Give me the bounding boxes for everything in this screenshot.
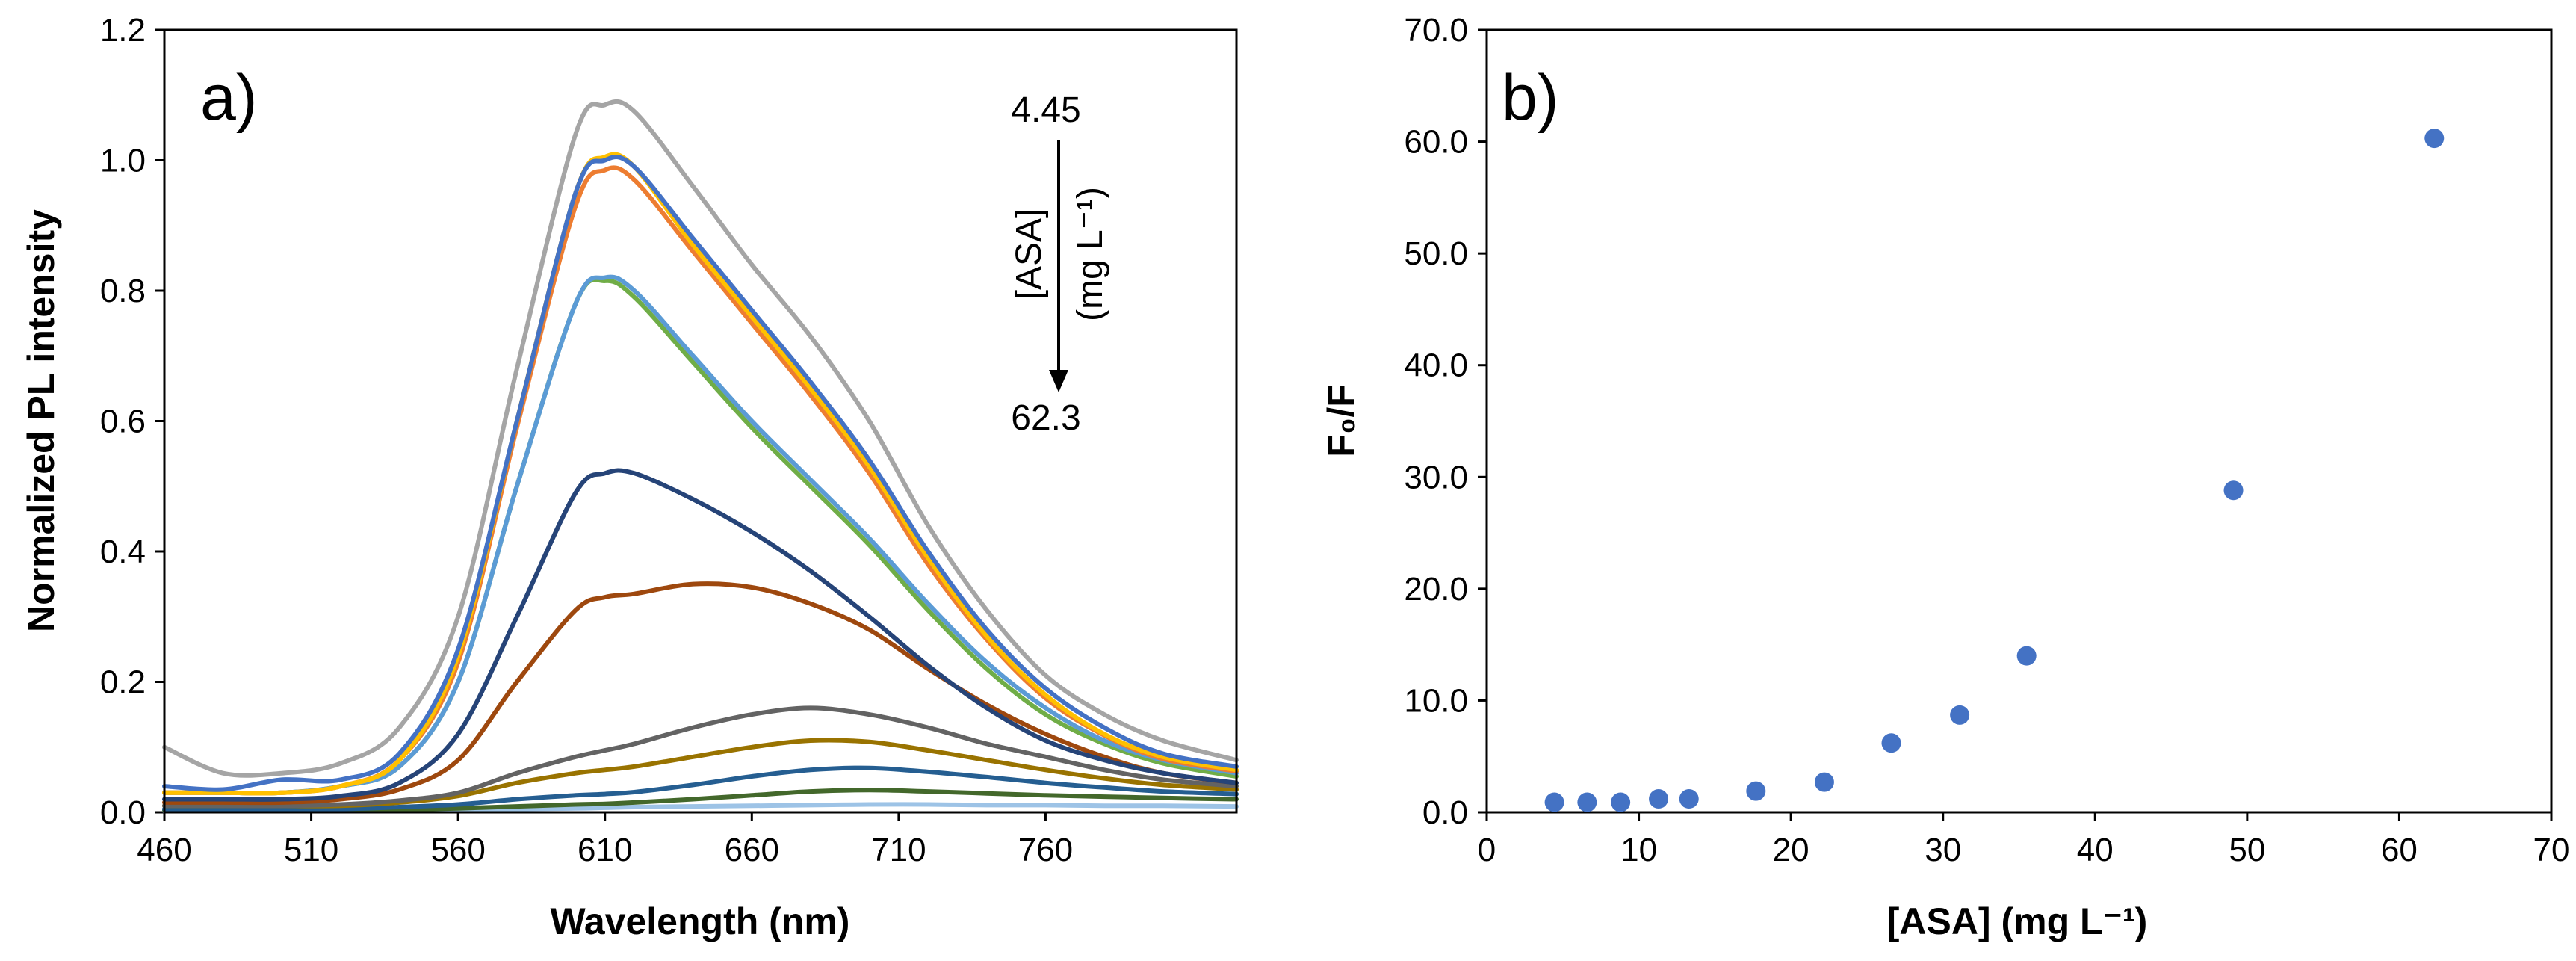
panel-b-tick-marks: [1478, 28, 2553, 821]
panel-b-y-tick-label: 50.0: [1404, 235, 1468, 272]
panel-b-y-tick-label: 30.0: [1404, 459, 1468, 495]
panel-b-x-tick-label: 20: [1773, 832, 1809, 868]
data-point: [1611, 792, 1631, 812]
panel-a-y-tick-label: 1.0: [100, 143, 146, 179]
data-point: [1950, 705, 1970, 725]
panel-b-x-axis-label: [ASA] (mg L⁻¹): [1887, 900, 2148, 942]
panel-b-y-tick-label: 0.0: [1422, 794, 1468, 831]
panel-a-x-tick-label: 510: [284, 832, 338, 868]
panel-b-x-tick-label: 10: [1620, 832, 1657, 868]
panel-a-y-tick-label: 0.4: [100, 534, 146, 570]
data-point: [1746, 781, 1766, 801]
panel-b-y-tick-label: 70.0: [1404, 12, 1468, 49]
panel-a-plot-frame: [163, 28, 1238, 814]
panel-b-x-tick-label: 40: [2077, 832, 2114, 868]
panel-a-y-tick-label: 0.8: [100, 273, 146, 309]
panel-a-y-tick-label: 1.2: [100, 12, 146, 49]
panel-a-x-tick-label: 460: [137, 832, 191, 868]
panel-b-y-tick-label: 10.0: [1404, 682, 1468, 719]
panel-a-x-axis-label: Wavelength (nm): [551, 900, 850, 942]
spectrum-line-light-blue: [162, 274, 1239, 796]
panel-b-stern-volmer-chart: 0.0 10.0 20.0 30.0 40.0 50.0 60.0 70.0 0 10 20 30 4…: [1320, 12, 2569, 942]
spectrum-line-dark-blue: [162, 765, 1239, 812]
spectrum-line-navy: [162, 468, 1239, 802]
panel-b-y-tick-label: 40.0: [1404, 347, 1468, 384]
panel-a-series-lines: [162, 99, 1239, 814]
panel-a-y-tick-labels: 0.0 0.2 0.4 0.6 0.8 1.0 1.2: [100, 12, 146, 831]
panel-b-y-tick-label: 60.0: [1404, 124, 1468, 161]
panel-a-x-tick-labels: 460 510 560 610 660 710 760: [137, 832, 1073, 868]
panel-a-tick-marks: [155, 28, 1047, 821]
annotation-bottom-value: 62.3: [1011, 398, 1080, 438]
data-point: [2223, 480, 2244, 501]
spectrum-line-brown: [162, 581, 1239, 806]
data-point: [1649, 789, 1669, 809]
concentration-arrow-head: [1049, 370, 1068, 392]
panel-a-x-tick-label: 760: [1018, 832, 1073, 868]
spectrum-line-blue: [162, 155, 1239, 792]
panel-b-x-tick-label: 70: [2533, 832, 2570, 868]
panel-a-y-tick-label: 0.2: [100, 664, 146, 701]
data-point: [2424, 129, 2445, 149]
panel-a-y-axis-label: Normalized PL intensity: [20, 209, 62, 632]
data-point: [1544, 792, 1564, 812]
panel-b-x-tick-labels: 0 10 20 30 40 50 60 70: [1478, 832, 2570, 868]
panel-b-y-tick-labels: 0.0 10.0 20.0 30.0 40.0 50.0 60.0 70.0: [1404, 12, 1468, 831]
panel-b-x-tick-label: 0: [1478, 832, 1496, 868]
data-point: [1881, 733, 1901, 753]
panel-b-scatter-points: [1544, 129, 2445, 812]
annotation-label-units: (mg L⁻¹): [1071, 187, 1110, 321]
panel-b-x-tick-label: 50: [2229, 832, 2265, 868]
panel-b-plot-frame: [1485, 28, 2553, 814]
panel-b-x-tick-label: 60: [2381, 832, 2418, 868]
panel-a-y-tick-label: 0.6: [100, 404, 146, 440]
panel-a-x-tick-label: 610: [578, 832, 632, 868]
panel-a-label: a): [200, 62, 257, 134]
panel-a-spectra-chart: 0.0 0.2 0.4 0.6 0.8 1.0 1.2 460 510 560 610 660 710…: [20, 12, 1239, 942]
panel-a-y-tick-label: 0.0: [100, 794, 146, 831]
panel-a-x-tick-label: 660: [725, 832, 779, 868]
data-point: [1577, 792, 1597, 812]
panel-a-x-tick-label: 710: [871, 832, 926, 868]
annotation-label-asa: [ASA]: [1009, 208, 1049, 300]
data-point: [1814, 772, 1834, 792]
panel-b-y-tick-label: 20.0: [1404, 571, 1468, 608]
panel-b-y-axis-label: F₀/F: [1320, 384, 1362, 457]
panel-b-x-tick-label: 30: [1925, 832, 1961, 868]
data-point: [2016, 646, 2037, 666]
annotation-top-value: 4.45: [1011, 90, 1080, 130]
panel-b-label: b): [1502, 62, 1558, 134]
data-point: [1679, 789, 1699, 809]
spectrum-line-dark-gray: [162, 705, 1239, 809]
spectrum-line-gray: [162, 99, 1239, 778]
panel-a-x-tick-label: 560: [430, 832, 485, 868]
